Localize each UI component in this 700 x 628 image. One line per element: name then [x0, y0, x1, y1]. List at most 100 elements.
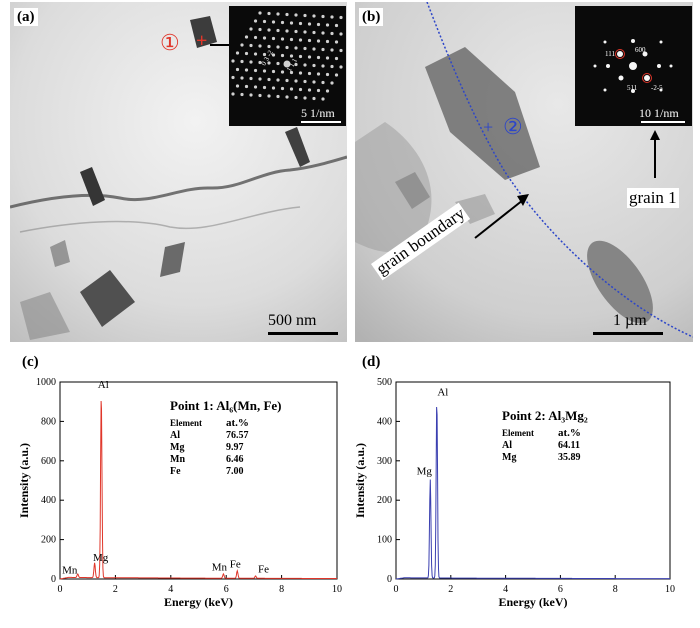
diffraction-spot [231, 59, 235, 63]
diffraction-spot [330, 64, 334, 69]
chart-d: (d) 0 2 4 6 8 10 0 100 200 300 400 500 Energy (keV) I… [350, 352, 700, 623]
panel-a: (a) ① + 0 3 -2 1 1 1 5 1/nm 500 nm [10, 2, 347, 342]
diffraction-spot [289, 87, 294, 91]
diffraction-spot [258, 44, 262, 48]
diffraction-spot [240, 92, 244, 97]
diffraction-spot [253, 35, 258, 40]
y-tick-label: 500 [377, 377, 392, 388]
diffraction-spot [294, 62, 298, 67]
diffraction-spot [289, 70, 294, 75]
x-tick-label: 6 [224, 584, 229, 595]
diffraction-spot [316, 55, 321, 60]
diffraction-spot [271, 86, 276, 90]
diffraction-spot [330, 31, 334, 36]
diffraction-spot [240, 43, 244, 47]
grain-boundary-arrow [473, 192, 533, 247]
diffraction-spot [271, 36, 276, 41]
panel-d-tag: (d) [362, 354, 381, 370]
x-tick-label: 8 [279, 584, 284, 595]
table-row-value: 64.11 [558, 440, 580, 451]
diffraction-spot [298, 54, 303, 59]
scale-bar-a-label: 500 nm [268, 312, 317, 329]
diffraction-spot [235, 84, 240, 88]
scale-bar-a [268, 332, 338, 335]
diffraction-spot [307, 38, 312, 43]
grain-1-label: grain 1 [627, 188, 679, 208]
diffraction-spot [321, 97, 325, 101]
diffraction-spot [303, 46, 307, 51]
diffraction-spot [294, 79, 298, 83]
peak-label: Mn [212, 562, 228, 574]
diffraction-spot [606, 64, 610, 68]
x-axis-label: Energy (keV) [164, 595, 233, 609]
marker-2-label: ② [503, 114, 523, 139]
table-row-value: 6.46 [226, 454, 244, 465]
diffraction-spot [298, 21, 303, 26]
grain-1-arrow [649, 130, 661, 183]
tem-image-b [355, 2, 693, 342]
spectrum-line [59, 400, 337, 580]
diffraction-spot [244, 84, 249, 89]
y-tick-label: 200 [41, 535, 56, 546]
diffraction-spot [240, 59, 244, 64]
diffraction-spot [258, 93, 262, 98]
diffraction-spot [316, 72, 321, 76]
composition-table-title: Point 1: Al₆(Mn, Fe) [170, 398, 282, 413]
diffraction-spot [262, 52, 267, 57]
diffraction-spot [244, 51, 249, 56]
diffraction-spot [280, 37, 285, 41]
diffraction-spot [253, 52, 258, 56]
table-header: at.% [226, 417, 249, 429]
x-tick-label: 8 [613, 584, 618, 595]
peak-label: Al [437, 387, 448, 399]
diffraction-spot [271, 69, 276, 74]
diffraction-spot [339, 65, 343, 69]
table-row-element: Al [502, 440, 512, 451]
plot-frame [59, 381, 338, 580]
y-axis-label: Intensity (a.u.) [17, 443, 31, 518]
diffraction-spot [312, 47, 316, 51]
diffraction-spot [276, 78, 280, 82]
scale-bar-b-label: 1 µm [613, 312, 647, 329]
diffraction-spot [307, 71, 312, 76]
table-row-value: 35.89 [558, 452, 581, 463]
x-tick-label: 2 [113, 584, 118, 595]
diffraction-spot [262, 69, 267, 73]
diffraction-spot [280, 20, 285, 25]
table-row-value: 7.00 [226, 466, 244, 477]
table-row-value: 9.97 [226, 442, 244, 453]
panel-b-tag: (b) [359, 8, 384, 26]
table-row-element: Mg [502, 452, 516, 463]
marker-1-cross: + [196, 30, 208, 52]
diffraction-spot [644, 75, 650, 81]
diffraction-spot [285, 29, 289, 33]
diffraction-spot [285, 12, 289, 17]
diffraction-spot [303, 63, 307, 67]
diffraction-spot [244, 35, 249, 39]
diffraction-spot [642, 51, 648, 57]
scale-bar-b [593, 332, 663, 335]
diffraction-spot [617, 51, 623, 57]
inset-a-scale-label: 5 1/nm [301, 106, 335, 120]
inset-b-scale-bar [641, 121, 685, 123]
diffraction-spot [330, 48, 334, 52]
diffraction-spot [253, 85, 258, 89]
inset-b-index-1: 111 [605, 50, 615, 58]
diffraction-spot [325, 39, 330, 44]
diffraction-spot [267, 77, 271, 82]
peak-label: Mn [62, 564, 78, 576]
diffraction-spot [276, 61, 280, 66]
diffraction-spot [285, 45, 289, 50]
y-tick-label: 0 [51, 574, 56, 585]
diffraction-spot [280, 70, 285, 74]
diffraction-spot [659, 88, 663, 92]
diffraction-spot [316, 22, 321, 27]
diffraction-spot [294, 46, 298, 50]
chart-c: (c) 0 2 4 6 8 10 0 200 400 600 800 1000 Energy (keV)… [0, 352, 350, 623]
table-row-element: Al [170, 430, 180, 441]
diffraction-spot [334, 23, 339, 28]
diffraction-spot [280, 86, 285, 91]
diffraction-spot [231, 75, 235, 80]
diffraction-spot [276, 94, 280, 99]
diffraction-spot [631, 89, 635, 93]
